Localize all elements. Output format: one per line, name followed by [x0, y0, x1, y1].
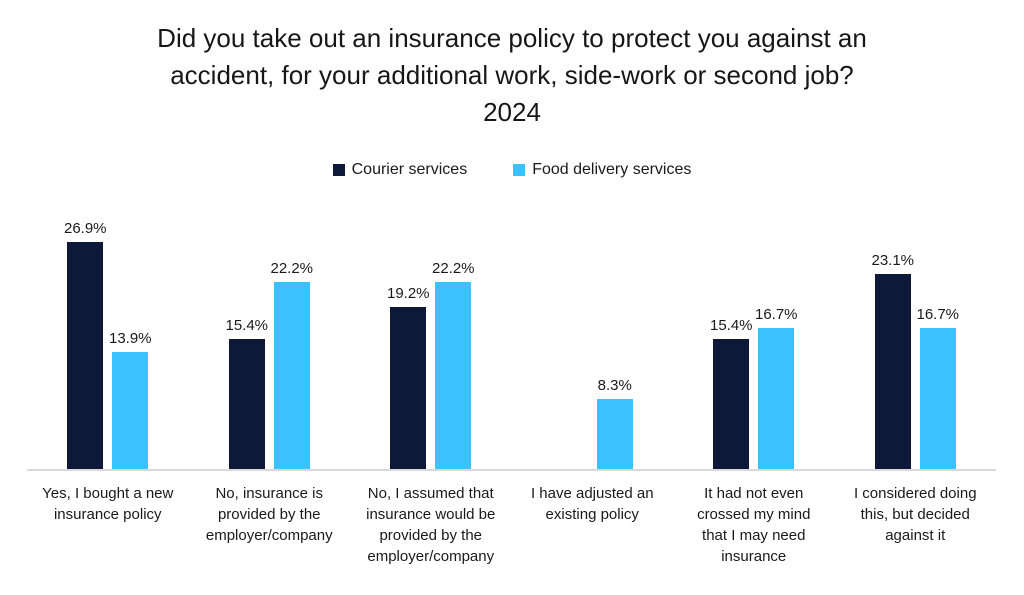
bar-group-6: 23.1% 16.7% — [835, 251, 997, 469]
legend-label-food-delivery-services: Food delivery services — [532, 161, 692, 178]
legend-label-courier-services: Courier services — [351, 161, 468, 178]
value-label-courier-services: 19.2% — [386, 285, 430, 302]
bar-courier-services — [874, 274, 911, 469]
bar-group-4: 8.3% — [512, 376, 674, 469]
bar-group-1: 26.9% 13.9% — [27, 219, 189, 469]
bar-courier-services — [228, 339, 265, 469]
bar-food-delivery-services — [273, 281, 310, 469]
chart-title-line-1: Did you take out an insurance policy to … — [157, 23, 867, 53]
bar-food-delivery-services — [758, 328, 795, 469]
category-axis-labels: Yes, I bought a new insurance policy No, … — [27, 483, 996, 567]
bar-food-delivery-services — [596, 399, 633, 469]
bar-slot-courier-services: 15.4% — [710, 316, 753, 469]
bar-courier-services — [390, 307, 427, 469]
bar-food-delivery-services — [435, 281, 472, 469]
value-label-food-delivery-services: 16.7% — [754, 306, 798, 324]
chart-title-line-3: 2024 — [483, 97, 541, 127]
value-label-food-delivery-services: 8.3% — [597, 377, 632, 394]
bar-slot-courier-services: 19.2% — [387, 284, 430, 469]
legend-swatch-food-delivery-services — [513, 164, 526, 176]
bar-group-2: 15.4% 22.2% — [189, 259, 351, 469]
chart-title: Did you take out an insurance policy to … — [0, 0, 1024, 131]
value-label-courier-services: 15.4% — [225, 317, 269, 335]
bar-food-delivery-services — [112, 351, 149, 469]
bar-courier-services — [67, 242, 104, 469]
legend: Courier services Food delivery services — [0, 160, 1024, 180]
legend-item-courier-services: Courier services — [332, 161, 468, 179]
plot-area: 26.9% 13.9% 15.4% 22.2% 19.2% 22.2% 8.3% 15.4% 1… — [27, 199, 996, 471]
bar-slot-food-delivery-services: 16.7% — [916, 305, 959, 469]
value-label-courier-services: 23.1% — [871, 252, 915, 270]
category-label-5: It had not even crossed my mind that I m… — [697, 485, 811, 565]
bar-group-5: 15.4% 16.7% — [673, 305, 835, 469]
bar-slot-food-delivery-services: 13.9% — [109, 329, 152, 469]
value-label-food-delivery-services: 22.2% — [431, 259, 475, 277]
category-label-1: Yes, I bought a new insurance policy — [42, 485, 174, 523]
value-label-food-delivery-services: 16.7% — [916, 306, 960, 324]
bar-slot-food-delivery-services: 22.2% — [270, 259, 313, 469]
bar-courier-services — [713, 339, 750, 469]
legend-swatch-courier-services — [332, 164, 345, 176]
category-label-3: No, I assumed that insurance would be pr… — [366, 485, 496, 565]
legend-item-food-delivery-services: Food delivery services — [513, 161, 691, 179]
value-label-food-delivery-services: 13.9% — [108, 329, 152, 347]
bar-slot-food-delivery-services: 8.3% — [596, 376, 633, 469]
bar-food-delivery-services — [919, 328, 956, 469]
value-label-courier-services: 15.4% — [709, 317, 753, 335]
bar-slot-courier-services: 15.4% — [225, 316, 268, 469]
value-label-courier-services: 26.9% — [63, 220, 107, 237]
category-label-6: I considered doing this, but decided aga… — [853, 485, 977, 544]
bar-slot-food-delivery-services: 16.7% — [755, 305, 798, 469]
bar-slot-courier-services: 26.9% — [64, 219, 107, 469]
category-label-2: No, insurance is provided by the employe… — [205, 485, 333, 544]
chart-title-line-2: accident, for your additional work, side… — [170, 60, 854, 90]
value-label-food-delivery-services: 22.2% — [270, 259, 314, 277]
bar-slot-courier-services: 23.1% — [871, 251, 914, 469]
bar-group-3: 19.2% 22.2% — [350, 259, 512, 469]
bar-slot-food-delivery-services: 22.2% — [432, 259, 475, 469]
category-label-4: I have adjusted an existing policy — [530, 485, 654, 523]
